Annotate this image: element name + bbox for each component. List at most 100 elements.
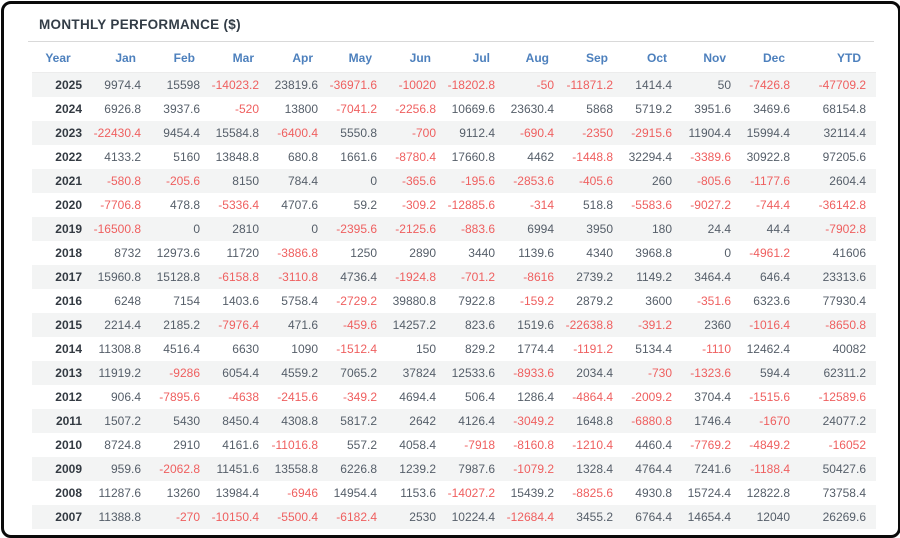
value-cell-apr: 784.4 (287, 174, 318, 188)
year-cell: 2021 (55, 174, 82, 188)
value-cell-mar: 1403.6 (222, 294, 259, 308)
value-cell-jul: 17660.8 (451, 150, 495, 164)
value-cell-jul: 829.2 (464, 342, 495, 356)
value-cell-ytd: -8650.8 (825, 318, 866, 332)
value-cell-nov: 15724.4 (687, 486, 731, 500)
value-cell-ytd: 40082 (832, 342, 866, 356)
year-cell: 2018 (55, 246, 82, 260)
value-cell-may: 0 (370, 174, 377, 188)
value-cell-jul: 3440 (468, 246, 495, 260)
value-cell-feb: -9286 (169, 366, 200, 380)
column-header-sep: Sep (564, 44, 623, 73)
value-cell-jan: 8724.8 (104, 438, 141, 452)
value-cell-jan: -580.8 (106, 174, 141, 188)
year-cell: 2019 (55, 222, 82, 236)
value-cell-ytd: 77930.4 (822, 294, 866, 308)
column-header-ytd: YTD (800, 44, 876, 73)
value-cell-mar: 11451.6 (216, 462, 260, 476)
value-cell-jan: 9974.4 (104, 78, 141, 92)
year-cell: 2020 (55, 198, 82, 212)
value-cell-jan: 1507.2 (104, 414, 141, 428)
value-cell-mar: -10150.4 (211, 510, 259, 524)
value-cell-ytd: 2604.4 (829, 174, 866, 188)
value-cell-ytd: -7902.8 (825, 222, 866, 236)
value-cell-jul: 7987.6 (458, 462, 495, 476)
value-cell-feb: 15598 (166, 78, 200, 92)
value-cell-may: 6226.8 (340, 462, 377, 476)
value-cell-jun: -10020 (398, 78, 436, 92)
value-cell-jun: -2125.6 (395, 222, 436, 236)
value-cell-jun: 4694.4 (399, 390, 436, 404)
value-cell-sep: -1191.2 (573, 342, 613, 356)
table-row-2021: 2021 -580.8 -205.6 8150 784.4 0 -365.6 -195.6 -2… (32, 169, 876, 193)
year-cell: 2015 (55, 318, 82, 332)
value-cell-may: -2729.2 (336, 294, 377, 308)
value-cell-may: -36971.6 (329, 78, 377, 92)
value-cell-jul: 4126.4 (458, 414, 495, 428)
value-cell-mar: 15584.8 (215, 126, 259, 140)
value-cell-ytd: 68154.8 (822, 102, 866, 116)
table-row-2014: 2014 11308.8 4516.4 6630 1090 -1512.4 150 829.2… (32, 337, 876, 361)
year-cell: 2013 (55, 366, 82, 380)
value-cell-sep: 1328.4 (576, 462, 613, 476)
column-header-jul: Jul (446, 44, 505, 73)
value-cell-nov: 0 (724, 246, 731, 260)
value-cell-oct: -391.2 (637, 318, 672, 332)
value-cell-may: -1512.4 (336, 342, 377, 356)
value-cell-jun: 2642 (409, 414, 436, 428)
table-row-2025: 2025 9974.4 15598 -14023.2 23819.6 -36971.6 -1… (32, 72, 876, 97)
value-cell-jun: -2256.8 (395, 102, 436, 116)
value-cell-ytd: -12589.6 (818, 390, 866, 404)
value-cell-feb: 478.8 (169, 198, 200, 212)
year-cell: 2007 (55, 510, 82, 524)
value-cell-aug: -8616 (523, 270, 554, 284)
value-cell-dec: -4961.2 (749, 246, 790, 260)
value-cell-feb: -2062.8 (159, 462, 200, 476)
value-cell-oct: -5583.6 (631, 198, 672, 212)
value-cell-ytd: 32114.4 (823, 126, 867, 140)
value-cell-jan: 8732 (114, 246, 141, 260)
value-cell-ytd: 26269.6 (822, 510, 866, 524)
value-cell-nov: -351.6 (696, 294, 731, 308)
value-cell-feb: -270 (175, 510, 200, 524)
value-cell-nov: 1746.4 (694, 414, 731, 428)
value-cell-mar: 11720 (226, 246, 259, 260)
column-header-nov: Nov (682, 44, 741, 73)
value-cell-nov: -3389.6 (690, 150, 731, 164)
value-cell-jan: 6248 (114, 294, 141, 308)
value-cell-dec: 6323.6 (753, 294, 790, 308)
value-cell-jul: 10224.4 (451, 510, 495, 524)
value-cell-aug: -690.4 (519, 126, 554, 140)
value-cell-may: -2395.6 (336, 222, 377, 236)
value-cell-oct: 1149.2 (636, 270, 672, 284)
table-row-2019: 2019 -16500.8 0 2810 0 -2395.6 -2125.6 -883.6 69… (32, 217, 876, 241)
value-cell-aug: 6994 (527, 222, 554, 236)
value-cell-jun: -700 (411, 126, 436, 140)
value-cell-feb: 4516.4 (163, 342, 200, 356)
value-cell-apr: 23819.6 (274, 78, 318, 92)
value-cell-feb: 2185.2 (163, 318, 200, 332)
value-cell-apr: 4707.6 (281, 198, 318, 212)
value-cell-jan: 959.6 (110, 462, 141, 476)
value-cell-jun: 4058.4 (399, 438, 436, 452)
value-cell-jan: -22430.4 (93, 126, 141, 140)
monthly-performance-table: Year Jan Feb Mar Apr May Jun Jul Aug Sep Oct Nov Dec… (32, 44, 876, 529)
year-cell: 2025 (55, 78, 82, 92)
value-cell-ytd: -16052 (828, 438, 866, 452)
value-cell-may: -6182.4 (336, 510, 377, 524)
page-title: MONTHLY PERFORMANCE ($) (39, 17, 241, 32)
value-cell-apr: 471.6 (287, 318, 318, 332)
value-cell-mar: -520 (234, 102, 259, 116)
value-cell-may: 4736.4 (340, 270, 377, 284)
value-cell-jun: 2530 (409, 510, 436, 524)
value-cell-jul: -195.6 (460, 174, 495, 188)
year-cell: 2014 (55, 342, 82, 356)
value-cell-jul: 823.6 (464, 318, 495, 332)
value-cell-aug: -12684.4 (506, 510, 554, 524)
value-cell-aug: -2853.6 (513, 174, 554, 188)
value-cell-aug: 1774.4 (517, 342, 554, 356)
value-cell-may: 1661.6 (340, 150, 377, 164)
value-cell-mar: 6054.4 (222, 366, 259, 380)
value-cell-mar: 2810 (232, 222, 259, 236)
value-cell-feb: 13260 (166, 486, 200, 500)
